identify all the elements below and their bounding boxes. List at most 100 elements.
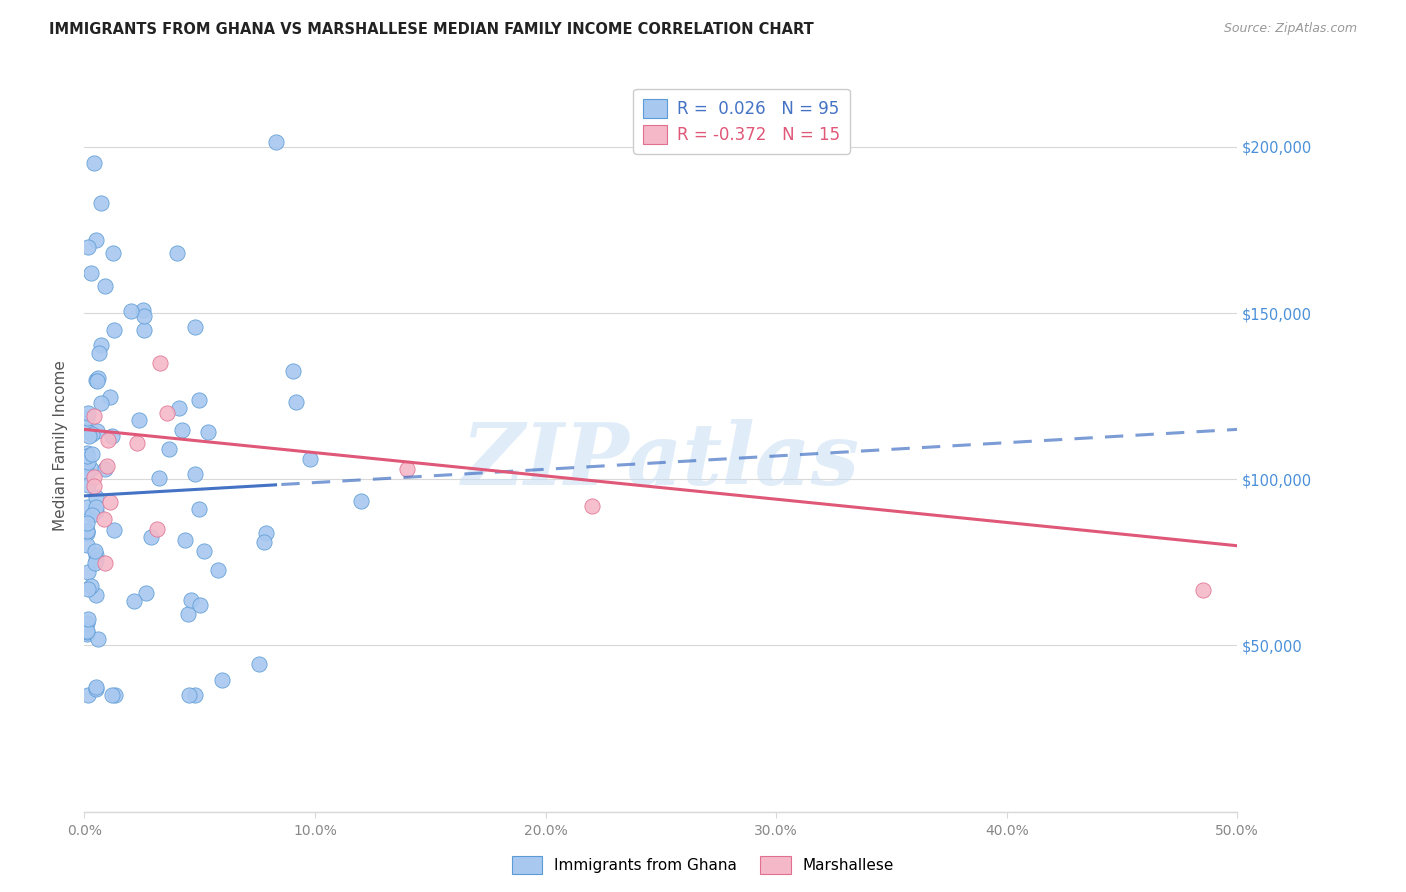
Point (77, 240, 100, 254)
Point (80, 426, 103, 441)
Point (103, 689, 125, 703)
Point (90, 338, 112, 352)
Point (149, 356, 172, 370)
Point (89, 196, 111, 211)
Point (86, 371, 108, 385)
Point (84, 682, 107, 697)
Point (79, 429, 101, 443)
Point (103, 323, 125, 337)
Point (184, 467, 207, 481)
Point (84, 490, 107, 504)
Point (76, 582, 98, 596)
Point (77, 689, 100, 703)
Point (89, 346, 111, 360)
Point (148, 471, 170, 485)
Point (80, 508, 103, 522)
Point (350, 494, 373, 508)
Point (76, 445, 98, 459)
Point (266, 135, 288, 149)
Point (84, 680, 107, 694)
Point (253, 535, 276, 549)
Legend: Immigrants from Ghana, Marshallese: Immigrants from Ghana, Marshallese (506, 850, 900, 880)
Point (180, 593, 202, 607)
Point (76, 624, 98, 639)
Point (83, 409, 105, 423)
Point (94, 462, 117, 476)
Point (77, 612, 100, 626)
Point (84, 503, 107, 517)
Point (285, 394, 308, 409)
Point (98, 390, 121, 404)
Point (76, 516, 98, 531)
Point (76, 524, 98, 538)
Point (173, 533, 195, 547)
Point (76, 500, 98, 514)
Point (96, 459, 118, 474)
Point (146, 522, 169, 536)
Point (135, 586, 157, 600)
Point (172, 424, 194, 438)
Point (84, 373, 107, 387)
Point (76, 538, 98, 552)
Point (1191, 583, 1213, 598)
Text: IMMIGRANTS FROM GHANA VS MARSHALLESE MEDIAN FAMILY INCOME CORRELATION CHART: IMMIGRANTS FROM GHANA VS MARSHALLESE MED… (49, 22, 814, 37)
Point (166, 246, 188, 260)
Point (76, 411, 98, 425)
Point (211, 673, 233, 687)
Point (254, 526, 277, 541)
Point (132, 309, 155, 323)
Point (128, 413, 150, 427)
Point (101, 689, 124, 703)
Point (93, 557, 115, 571)
Point (76, 424, 98, 438)
Point (197, 425, 219, 440)
Point (84, 557, 107, 571)
Point (101, 429, 124, 443)
Point (122, 594, 145, 608)
Point (94, 279, 117, 293)
Point (84, 553, 107, 567)
Point (76, 624, 98, 639)
Point (132, 303, 155, 318)
Point (396, 462, 419, 476)
Point (187, 502, 209, 516)
Point (156, 406, 179, 420)
Text: Source: ZipAtlas.com: Source: ZipAtlas.com (1223, 22, 1357, 36)
Point (84, 588, 107, 602)
Point (93, 512, 115, 526)
Point (83, 470, 105, 484)
Point (298, 452, 321, 467)
Point (188, 598, 211, 612)
Point (283, 364, 305, 378)
Point (179, 689, 201, 703)
Point (77, 406, 100, 420)
Point (80, 579, 103, 593)
Point (76, 449, 98, 463)
Point (86, 374, 108, 388)
Point (86, 425, 108, 439)
Point (76, 525, 98, 540)
Point (76, 615, 98, 630)
Point (207, 564, 229, 578)
Point (84, 548, 107, 562)
Point (83, 479, 105, 493)
Point (76, 466, 98, 480)
Point (134, 323, 156, 337)
Text: ZIPatlas: ZIPatlas (461, 419, 860, 502)
Point (157, 442, 180, 456)
Point (84, 233, 107, 247)
Point (79, 462, 101, 476)
Legend: R =  0.026   N = 95, R = -0.372   N = 15: R = 0.026 N = 95, R = -0.372 N = 15 (633, 88, 849, 153)
Point (193, 543, 215, 558)
Point (100, 495, 122, 509)
Point (76, 627, 98, 641)
Point (184, 689, 207, 703)
Point (76, 524, 98, 538)
Point (103, 245, 125, 260)
Point (90, 395, 112, 409)
Point (76, 566, 98, 580)
Point (97, 433, 120, 447)
Point (169, 401, 191, 415)
Point (188, 392, 211, 407)
Point (80, 266, 103, 280)
